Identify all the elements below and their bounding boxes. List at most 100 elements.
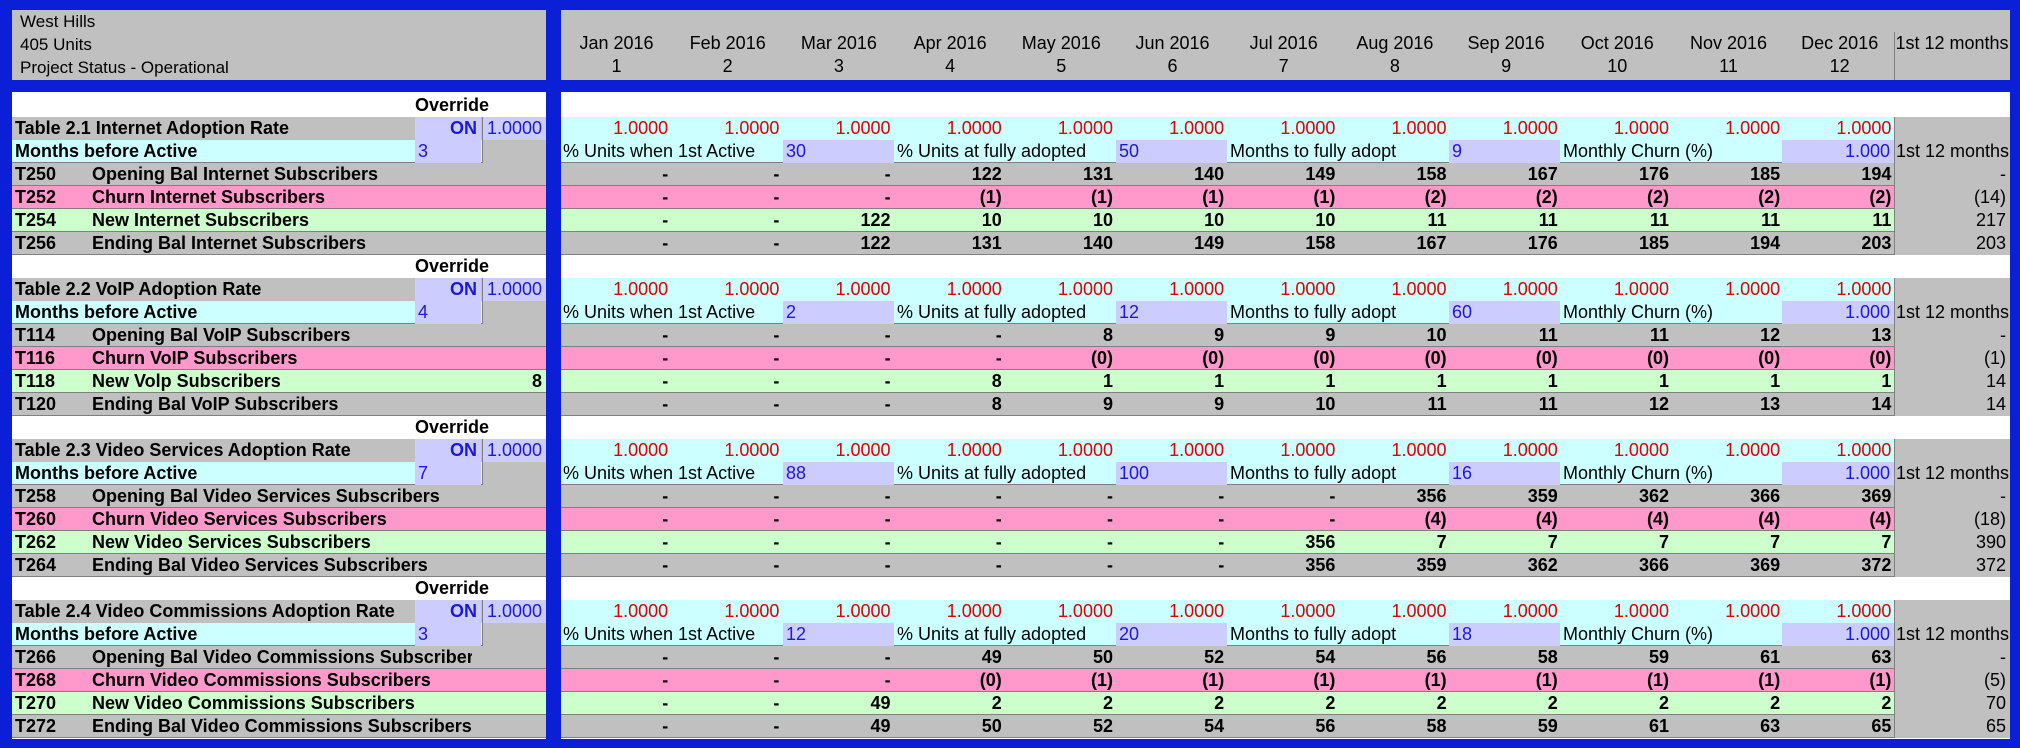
override-value-input[interactable]: 1.0000 — [482, 278, 546, 301]
value-cell: 131 — [971, 233, 1002, 253]
row-label: Opening Bal Video Services Subscribers — [92, 486, 440, 506]
monthly-churn-input[interactable]: 1.000 — [1782, 462, 1894, 485]
row-left-value: 8 — [531, 371, 542, 391]
override-toggle[interactable]: ON — [415, 117, 481, 140]
total-cell: (18) — [1894, 508, 2010, 531]
pct-first-active-input[interactable]: 2 — [783, 301, 894, 324]
pct-first-active-input[interactable]: 30 — [783, 140, 894, 163]
value-cell: - — [662, 371, 669, 391]
rate-cell: 1.0000 — [1613, 601, 1669, 621]
value-cell: 14 — [1871, 394, 1892, 414]
value-cell: 9 — [1325, 325, 1336, 345]
row-code: T256 — [15, 233, 57, 253]
data-row: - - - - (0) (0) (0) (0) (0) (0) (0) (0) (1) — [561, 347, 2010, 370]
data-row: T266 Opening Bal Video Commissions Subscr… — [12, 646, 546, 669]
data-row: - -122 10 10 10 10 11 11 11 11 11 217 — [561, 209, 2010, 232]
rate-cell: 1.0000 — [613, 601, 669, 621]
value-cell: - — [884, 187, 891, 207]
value-cell: - — [995, 555, 1002, 575]
override-value-input[interactable]: 1.0000 — [482, 117, 546, 140]
month-header: Feb 2016 2 — [672, 32, 783, 78]
value-cell: 140 — [1082, 233, 1113, 253]
value-cell: 10 — [1315, 210, 1336, 230]
data-row: - - - - - - 356 359 362 366 369 372 372 — [561, 554, 2010, 577]
override-toggle[interactable]: ON — [415, 278, 481, 301]
left-header-pane: West Hills 405 Units Project Status - Op… — [12, 10, 546, 80]
monthly-churn-label: Monthly Churn (%) — [1563, 141, 1714, 161]
value-cell: - — [773, 670, 780, 690]
row-left-value — [482, 393, 546, 416]
month-header: Jun 2016 6 — [1117, 32, 1228, 78]
value-cell: - — [773, 210, 780, 230]
value-cell: - — [773, 486, 780, 506]
override-value-input[interactable]: 1.0000 — [482, 600, 546, 623]
monthly-churn-input[interactable]: 1.000 — [1782, 140, 1894, 163]
month-number: 10 — [1607, 56, 1628, 76]
value-cell: 2 — [1770, 693, 1781, 713]
months-before-active-input[interactable]: 4 — [415, 301, 481, 324]
value-cell: - — [773, 325, 780, 345]
rate-cell: 1.0000 — [1836, 118, 1892, 138]
first-12-months-label: 1st 12 months — [1894, 462, 2010, 485]
months-to-adopt-input[interactable]: 9 — [1449, 140, 1560, 163]
months-to-adopt-input[interactable]: 60 — [1449, 301, 1560, 324]
blank-cell — [482, 301, 546, 324]
value-cell: - — [1329, 486, 1336, 506]
data-row: T258 Opening Bal Video Services Subscribe… — [12, 485, 546, 508]
row-code: T116 — [15, 348, 56, 368]
months-to-adopt-input[interactable]: 18 — [1449, 623, 1560, 646]
value-cell: 65 — [1871, 716, 1892, 736]
value-cell: 13 — [1760, 394, 1781, 414]
value-cell: - — [1106, 486, 1113, 506]
value-cell: 1 — [1325, 371, 1336, 391]
months-before-active-input[interactable]: 3 — [415, 623, 481, 646]
first-12-months-label: 1st 12 months — [1894, 301, 2010, 324]
months-before-active-input[interactable]: 7 — [415, 462, 481, 485]
pct-first-active-input[interactable]: 12 — [783, 623, 894, 646]
value-cell: - — [995, 486, 1002, 506]
value-cell: - — [1218, 555, 1225, 575]
value-cell: (1) — [1202, 670, 1225, 690]
pct-fully-adopted-input[interactable]: 100 — [1116, 462, 1227, 485]
override-row: Override — [12, 416, 546, 439]
months-before-active-input[interactable]: 3 — [415, 140, 481, 163]
value-cell: 11 — [1649, 210, 1669, 230]
value-cell: (1) — [1202, 187, 1225, 207]
override-toggle[interactable]: ON — [415, 439, 481, 462]
data-row: T272 Ending Bal Video Commissions Subscri… — [12, 715, 546, 738]
rate-cell: 1.0000 — [1836, 279, 1892, 299]
value-cell: - — [773, 164, 780, 184]
row-left-value — [482, 347, 546, 370]
override-toggle[interactable]: ON — [415, 600, 481, 623]
monthly-churn-input[interactable]: 1.000 — [1782, 623, 1894, 646]
row-label: Opening Bal Video Commissions Subscriber… — [92, 647, 472, 667]
value-cell: 54 — [1315, 647, 1336, 667]
row-label: Churn Video Commissions Subscribers — [92, 670, 431, 690]
pct-fully-adopted-input[interactable]: 20 — [1116, 623, 1227, 646]
value-cell: 56 — [1426, 647, 1447, 667]
value-cell: 122 — [971, 164, 1002, 184]
value-cell: (0) — [1202, 348, 1225, 368]
table-title-row: Table 2.1 Internet Adoption Rate ON 1.0000 — [12, 117, 546, 140]
row-code: T262 — [15, 532, 57, 552]
rate-cell: 1.0000 — [946, 279, 1002, 299]
month-header: Sep 2016 9 — [1451, 32, 1562, 78]
month-header: Nov 2016 11 — [1673, 32, 1784, 78]
rate-cell: 1.0000 — [1280, 118, 1336, 138]
data-row: - - 49 50 52 54 56 58 59 61 63 65 65 — [561, 715, 2010, 738]
pct-fully-adopted-input[interactable]: 50 — [1116, 140, 1227, 163]
value-cell: (1) — [1090, 187, 1113, 207]
value-cell: - — [1106, 555, 1113, 575]
value-cell: 2 — [1325, 693, 1336, 713]
pct-fully-adopted-input[interactable]: 12 — [1116, 301, 1227, 324]
value-cell: 7 — [1547, 532, 1558, 552]
override-value-input[interactable]: 1.0000 — [482, 439, 546, 462]
monthly-churn-input[interactable]: 1.000 — [1782, 301, 1894, 324]
value-cell: - — [884, 555, 891, 575]
month-label: Mar 2016 — [800, 33, 877, 53]
pct-first-active-input[interactable]: 88 — [783, 462, 894, 485]
value-cell: 11 — [1427, 394, 1447, 414]
value-cell: 52 — [1204, 647, 1225, 667]
months-to-adopt-input[interactable]: 16 — [1449, 462, 1560, 485]
value-cell: (1) — [979, 187, 1002, 207]
